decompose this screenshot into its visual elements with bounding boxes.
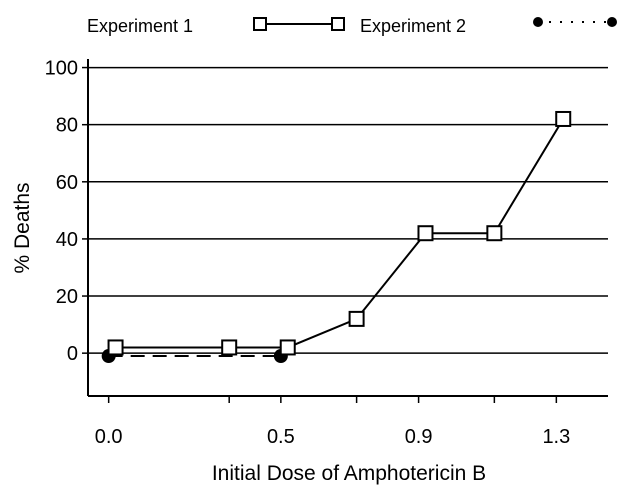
y-tick-label-40: 40 (56, 229, 78, 251)
x-tick-label-0.0: 0.0 (95, 426, 123, 448)
series-experiment-1-point-2 (281, 340, 295, 354)
y-tick-label-0: 0 (67, 343, 78, 365)
legend-label-experiment-2: Experiment 2 (360, 16, 466, 36)
series-experiment-1-point-4 (418, 226, 432, 240)
series-experiment-1-point-6 (556, 112, 570, 126)
y-axis-label: % Deaths (11, 182, 34, 273)
series-experiment-1-point-3 (350, 312, 364, 326)
x-axis-ticks: 0.0 0.5 0.9 1.3 (95, 396, 570, 448)
axes (88, 59, 608, 396)
y-tick-label-60: 60 (56, 172, 78, 194)
legend-label-experiment-1: Experiment 1 (87, 16, 193, 36)
y-tick-label-100: 100 (45, 58, 78, 80)
series-layer (102, 112, 571, 363)
legend-swatch-experiment-1 (254, 18, 344, 30)
y-axis-ticks: 0 20 40 60 80 100 (45, 58, 88, 366)
series-experiment-1-point-1 (222, 340, 236, 354)
series-experiment-1-point-5 (487, 226, 501, 240)
y-tick-label-80: 80 (56, 115, 78, 137)
legend: Experiment 1 Experiment 2 (87, 16, 617, 36)
x-tick-label-1.3: 1.3 (542, 426, 570, 448)
y-gridlines (88, 68, 608, 354)
x-axis-label: Initial Dose of Amphotericin B (212, 462, 486, 485)
series-experiment-1-point-0 (109, 340, 123, 354)
y-tick-label-20: 20 (56, 286, 78, 308)
legend-swatch-experiment-2 (533, 17, 617, 27)
x-tick-label-0.5: 0.5 (267, 426, 295, 448)
x-tick-label-0.9: 0.9 (405, 426, 433, 448)
